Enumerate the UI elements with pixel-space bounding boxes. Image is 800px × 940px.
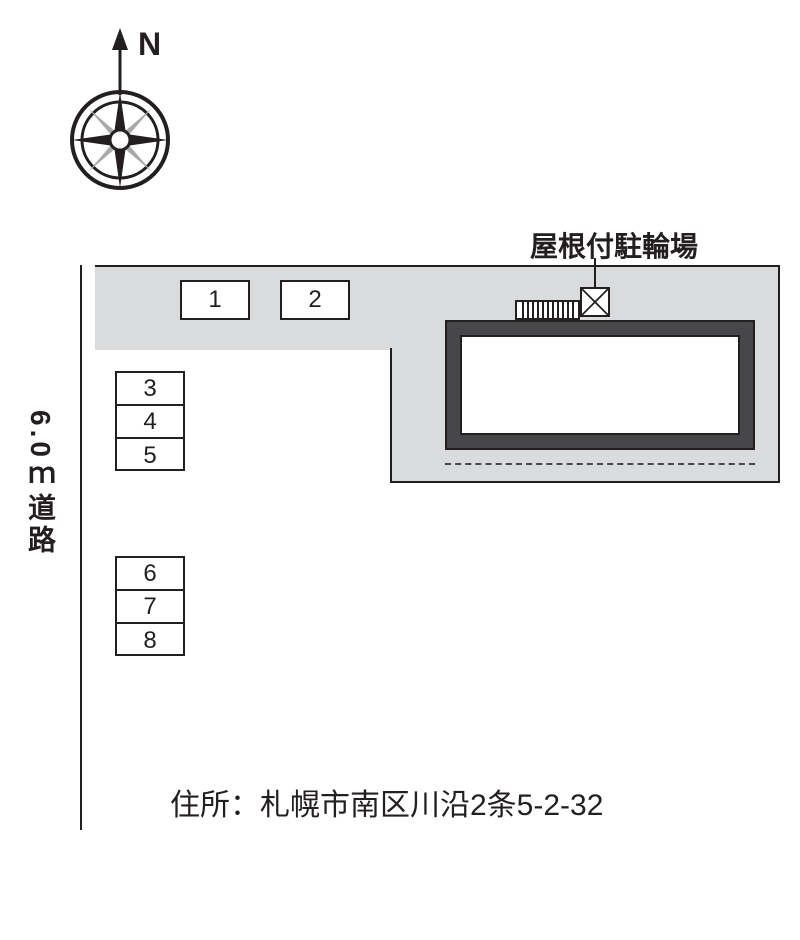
parking-number: 1 xyxy=(208,286,221,314)
parking-space-4: 4 xyxy=(117,406,183,439)
bike-parking-label: 屋根付駐輪場 xyxy=(530,225,698,265)
compass-n-label: N xyxy=(138,26,161,62)
parking-space-5: 5 xyxy=(117,439,183,472)
road-boundary-line xyxy=(80,265,82,830)
compass-rose: N xyxy=(60,20,180,215)
parking-space-2: 2 xyxy=(280,280,350,320)
building-interior xyxy=(460,335,740,435)
address-prefix: 住所： xyxy=(170,789,260,822)
address-text: 住所：札幌市南区川沿2条5-2-32 xyxy=(170,780,603,824)
site-plan-diagram: N 6.0ｍ道路 1 2 xyxy=(0,0,800,940)
parking-space-8: 8 xyxy=(117,624,183,657)
parking-space-3: 3 xyxy=(117,373,183,406)
building-dashed-line xyxy=(445,463,755,465)
road-width-label: 6.0ｍ道路 xyxy=(20,410,60,557)
parking-number: 2 xyxy=(308,286,321,314)
bike-parking-symbol xyxy=(580,287,610,317)
stairs-icon xyxy=(515,300,580,320)
address-value: 札幌市南区川沿2条5-2-32 xyxy=(260,789,603,822)
parking-stack-b: 6 7 8 xyxy=(115,556,185,656)
parking-stack-a: 3 4 5 xyxy=(115,371,185,471)
parking-space-1: 1 xyxy=(180,280,250,320)
parking-space-6: 6 xyxy=(117,558,183,591)
parking-space-7: 7 xyxy=(117,591,183,624)
